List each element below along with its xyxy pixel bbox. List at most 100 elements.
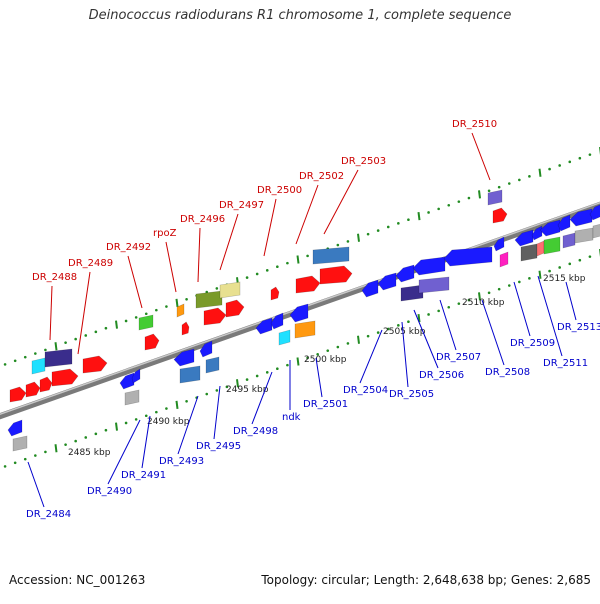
gene-DR_2510c-feature[interactable] xyxy=(536,240,545,257)
gene-DR_2491-feature[interactable] xyxy=(131,368,141,384)
gene-DR_2500-feature[interactable] xyxy=(270,286,280,301)
gene-DR_2502-feature[interactable] xyxy=(295,275,321,294)
gene-DR_2488b-feature[interactable] xyxy=(44,348,73,368)
gene-label-reverse[interactable]: DR_2498 xyxy=(233,426,278,437)
gene-DR_2511-feature[interactable] xyxy=(543,236,561,255)
gene-label-reverse[interactable]: DR_2508 xyxy=(485,367,530,378)
gene-DR_2513b-feature[interactable] xyxy=(589,204,600,221)
gene-label-forward[interactable]: DR_2497 xyxy=(219,200,264,211)
gene-label-forward[interactable]: DR_2502 xyxy=(299,171,344,182)
gene-label-forward[interactable]: DR_2488 xyxy=(32,272,77,283)
gene-DR_2511b-feature[interactable] xyxy=(557,214,571,232)
scale-dot xyxy=(215,287,219,290)
gene-DR_2498b-feature[interactable] xyxy=(270,312,284,330)
gene-DR_2493-feature[interactable] xyxy=(173,348,195,367)
gene-label-reverse[interactable]: DR_2511 xyxy=(543,358,588,369)
gene-DR_2510b-feature[interactable] xyxy=(492,207,508,224)
gene-DR_2512-feature[interactable] xyxy=(562,232,576,249)
gene-DR_2507b-feature[interactable] xyxy=(418,276,450,294)
gene-DR_2505-feature[interactable] xyxy=(395,264,415,283)
gene-DR_2509-feature[interactable] xyxy=(520,243,538,262)
gene-DR_2496b-feature[interactable] xyxy=(219,281,241,299)
gene-DR_2492b-feature[interactable] xyxy=(144,333,160,351)
gene-DR_2507-feature[interactable] xyxy=(443,246,493,267)
gene-DR_2501-feature[interactable] xyxy=(294,320,316,339)
gene-DR_2493b-feature[interactable] xyxy=(179,365,201,384)
gene-DR_2495a-feature[interactable] xyxy=(199,340,213,358)
gene-label-forward[interactable]: DR_2492 xyxy=(106,242,151,253)
scale-dot xyxy=(386,225,390,229)
gene-label-forward[interactable]: rpoZ xyxy=(153,228,177,239)
gene-DR_2514-feature[interactable] xyxy=(592,223,600,239)
scale-dot xyxy=(467,298,471,302)
gene-label-reverse[interactable]: DR_2509 xyxy=(510,338,555,349)
gene-ndk-feature[interactable] xyxy=(278,329,291,346)
scale-dot xyxy=(84,436,88,439)
gene-DR_2504b-feature[interactable] xyxy=(377,272,397,291)
gene-rpoZb-feature[interactable] xyxy=(181,321,190,336)
scale-dot xyxy=(255,374,259,378)
gene-label-reverse[interactable]: DR_2484 xyxy=(26,509,71,520)
scale-dot xyxy=(185,297,188,301)
gene-label-reverse[interactable]: ndk xyxy=(282,412,301,423)
gene-DR_2489-feature[interactable] xyxy=(51,368,79,387)
gene-DR_2503-feature[interactable] xyxy=(319,265,353,285)
gene-label-reverse[interactable]: DR_2490 xyxy=(87,486,132,497)
gene-rpoZ-feature[interactable] xyxy=(176,303,185,318)
gene-DR_2489b-feature[interactable] xyxy=(82,355,108,374)
gene-DR_2488-feature[interactable] xyxy=(31,357,46,375)
gene-label-reverse[interactable]: DR_2513 xyxy=(557,322,600,333)
scale-dot xyxy=(144,414,148,418)
gene-label-forward[interactable]: DR_2503 xyxy=(341,156,386,167)
gene-label-reverse[interactable]: DR_2493 xyxy=(159,456,204,467)
gene-DR_2496-feature[interactable] xyxy=(195,290,223,309)
gene-label-forward[interactable]: DR_2489 xyxy=(68,258,113,269)
gene-DR_2486-feature[interactable] xyxy=(9,386,27,403)
callout-line xyxy=(471,132,491,181)
gene-DR_2490-feature[interactable] xyxy=(119,372,135,390)
gene-DR_2509b-feature[interactable] xyxy=(531,225,543,241)
scale-dot xyxy=(366,334,370,338)
gene-label-reverse[interactable]: DR_2505 xyxy=(389,389,434,400)
gene-label-forward[interactable]: DR_2496 xyxy=(180,214,225,225)
gene-DR_2511a-feature[interactable] xyxy=(539,219,561,237)
gene-DR_2495-feature[interactable] xyxy=(205,356,220,374)
gene-label-forward[interactable]: DR_2500 xyxy=(257,185,302,196)
accession-label: Accession: NC_001263 xyxy=(9,573,146,587)
gene-DR_2510-feature[interactable] xyxy=(487,189,503,206)
gene-label-forward[interactable]: DR_2510 xyxy=(452,119,497,130)
gene-DR_2497b-feature[interactable] xyxy=(225,299,245,318)
gene-DR_2487b-feature[interactable] xyxy=(39,376,53,393)
gene-DR_2513-feature[interactable] xyxy=(574,227,594,244)
gene-DR_2513a-feature[interactable] xyxy=(569,208,593,227)
gene-label-reverse[interactable]: DR_2506 xyxy=(419,370,464,381)
gene-DR_2503b-feature[interactable] xyxy=(312,246,350,265)
gene-label-reverse[interactable]: DR_2504 xyxy=(343,385,388,396)
gene-DR_2509a-feature[interactable] xyxy=(514,229,534,247)
callout-line xyxy=(565,281,577,321)
gene-DR_2497-feature[interactable] xyxy=(203,307,227,326)
gene-DR_2484-feature[interactable] xyxy=(12,435,28,452)
scale-dot xyxy=(306,356,309,360)
gene-DR_2498-feature[interactable] xyxy=(255,317,273,335)
gene-DR_2506b-feature[interactable] xyxy=(400,284,424,302)
gene-DR_2487-feature[interactable] xyxy=(25,381,41,398)
gene-label-reverse[interactable]: DR_2501 xyxy=(303,399,348,410)
scale-label: 2505 kbp xyxy=(383,327,426,337)
scale-dot xyxy=(578,156,582,160)
gene-DR_2492-feature[interactable] xyxy=(138,314,154,331)
gene-label-reverse[interactable]: DR_2491 xyxy=(121,470,166,481)
scale-dot xyxy=(3,465,7,468)
gene-DR_2490b-feature[interactable] xyxy=(124,389,140,406)
callout-line xyxy=(197,227,201,283)
gene-label-reverse[interactable]: DR_2495 xyxy=(196,441,241,452)
gene-DR_2499-feature[interactable] xyxy=(289,303,309,323)
gene-label-reverse[interactable]: DR_2507 xyxy=(436,352,481,363)
gene-DR_2506-feature[interactable] xyxy=(412,256,446,276)
gene-DR_2504-feature[interactable] xyxy=(361,279,379,298)
gene-DR_2508a-feature[interactable] xyxy=(493,236,505,252)
gene-DR_2484a-feature[interactable] xyxy=(7,419,23,437)
gene-DR_2508-feature[interactable] xyxy=(499,251,509,268)
